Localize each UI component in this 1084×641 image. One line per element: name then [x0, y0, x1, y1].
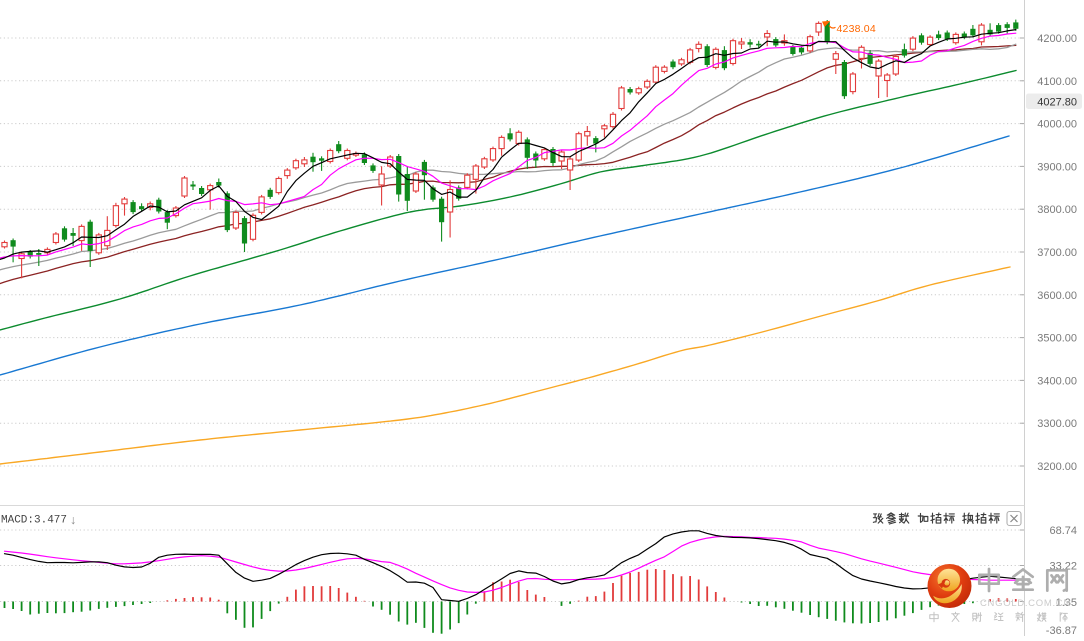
svg-text:3800.00: 3800.00 — [1037, 204, 1077, 216]
svg-text:3700.00: 3700.00 — [1037, 247, 1077, 259]
svg-text:4200.00: 4200.00 — [1037, 33, 1077, 45]
svg-text:4100.00: 4100.00 — [1037, 76, 1077, 88]
svg-text:4000.00: 4000.00 — [1037, 119, 1077, 131]
svg-text:↓: ↓ — [70, 513, 76, 527]
svg-text:3600.00: 3600.00 — [1037, 290, 1077, 302]
svg-text:3200.00: 3200.00 — [1037, 461, 1077, 473]
svg-text:MACD:3.477: MACD:3.477 — [1, 515, 67, 527]
svg-text:4027.80: 4027.80 — [1037, 97, 1077, 109]
svg-text:3900.00: 3900.00 — [1037, 161, 1077, 173]
svg-text:-36.87: -36.87 — [1046, 625, 1077, 636]
svg-text:4238.04: 4238.04 — [837, 23, 876, 35]
svg-text:1.35: 1.35 — [1056, 597, 1077, 609]
svg-text:3400.00: 3400.00 — [1037, 375, 1077, 387]
svg-text:68.74: 68.74 — [1049, 525, 1077, 537]
svg-text:3300.00: 3300.00 — [1037, 418, 1077, 430]
svg-text:3500.00: 3500.00 — [1037, 333, 1077, 345]
svg-text:CNGOLD.COM.CN: CNGOLD.COM.CN — [980, 598, 1071, 609]
